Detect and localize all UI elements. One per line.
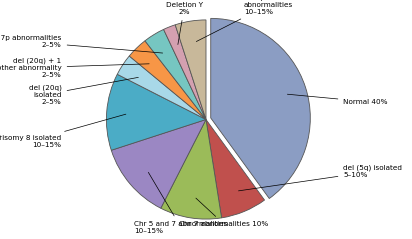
Wedge shape [211,18,310,199]
Wedge shape [175,20,206,120]
Text: Complex ≥ 3
abnormalities
10–15%: Complex ≥ 3 abnormalities 10–15% [197,0,293,42]
Text: Chr 7 abnormalities 10%: Chr 7 abnormalities 10% [179,198,269,227]
Wedge shape [111,120,206,208]
Text: Deletion Y
2%: Deletion Y 2% [166,2,203,44]
Text: Chr 5 and 7 abnormalities
10–15%: Chr 5 and 7 abnormalities 10–15% [134,172,228,234]
Wedge shape [164,25,206,120]
Wedge shape [106,74,206,150]
Text: Normal 40%: Normal 40% [288,94,388,105]
Wedge shape [145,29,206,120]
Text: 17p abnormalities
2–5%: 17p abnormalities 2–5% [0,35,163,53]
Text: del (5q) isolated
5–10%: del (5q) isolated 5–10% [239,164,403,191]
Wedge shape [161,120,222,219]
Wedge shape [129,41,206,119]
Text: del (20q)
isolated
2–5%: del (20q) isolated 2–5% [29,77,138,105]
Text: del (20q) + 1
other abnormality
2–5%: del (20q) + 1 other abnormality 2–5% [0,57,149,78]
Wedge shape [117,56,206,120]
Wedge shape [206,120,265,218]
Text: Trisomy 8 isolated
10–15%: Trisomy 8 isolated 10–15% [0,114,126,148]
